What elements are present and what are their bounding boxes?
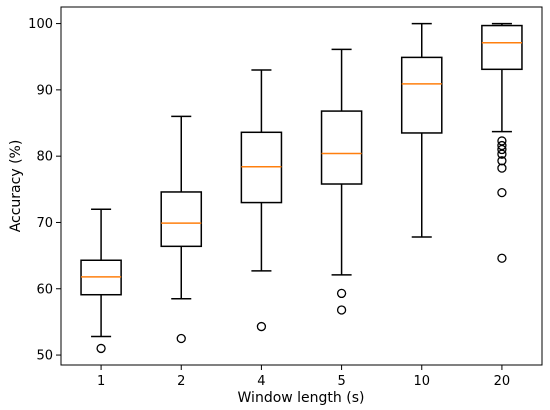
y-tick-label: 100	[28, 17, 53, 32]
y-axis: 50 60 70 80 90 100	[28, 17, 61, 364]
outlier-point	[176, 333, 186, 344]
box-group	[481, 22, 523, 263]
x-tick-label: 10	[413, 374, 430, 389]
y-tick-label: 90	[36, 83, 53, 98]
plot-frame	[60, 6, 543, 366]
box-group	[80, 208, 122, 354]
x-tick-label: 4	[257, 374, 265, 389]
box	[400, 56, 443, 134]
x-tick-label: 5	[337, 374, 345, 389]
outlier-point	[497, 253, 507, 263]
y-tick-label: 50	[36, 349, 53, 364]
x-axis-label: Window length (s)	[238, 390, 365, 406]
y-axis-label: Accuracy (%)	[8, 140, 24, 233]
x-tick-label: 2	[177, 374, 185, 389]
box-group	[400, 22, 443, 238]
box-group	[240, 69, 283, 332]
outlier-point	[256, 321, 267, 332]
outlier-point	[497, 163, 507, 173]
outlier-point	[336, 305, 347, 315]
x-tick-label: 1	[97, 374, 105, 389]
box	[320, 110, 363, 185]
y-tick-label: 60	[36, 282, 53, 297]
y-tick-label: 70	[36, 216, 53, 231]
outlier-point	[497, 149, 507, 159]
box-group	[320, 48, 363, 315]
box	[481, 24, 523, 71]
box	[160, 191, 203, 248]
outlier-point	[497, 156, 507, 166]
outlier-point	[497, 187, 507, 198]
box-group	[160, 115, 203, 344]
outlier-point	[497, 144, 507, 155]
outlier-point	[336, 288, 347, 299]
x-tick-label: 20	[494, 374, 511, 389]
outlier-point	[96, 343, 106, 354]
x-axis: 1 2 4 5 10 20	[97, 365, 510, 389]
boxes	[80, 22, 523, 354]
y-tick-label: 80	[36, 150, 53, 165]
